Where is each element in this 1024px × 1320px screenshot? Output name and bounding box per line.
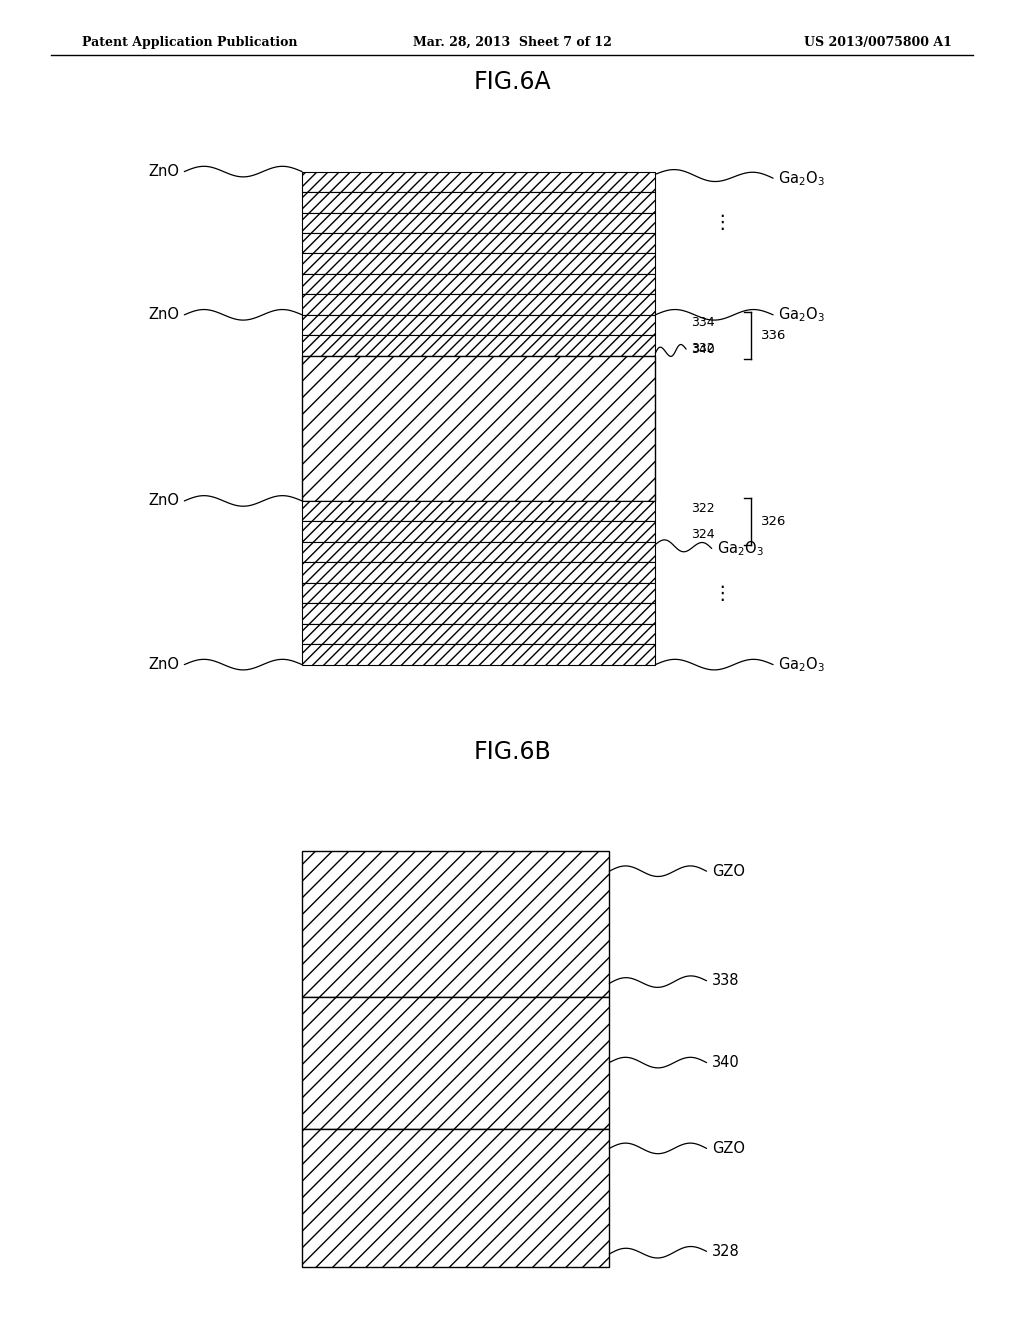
Text: GZO: GZO — [712, 1140, 744, 1156]
Text: 336: 336 — [761, 329, 786, 342]
Bar — [302, 355, 655, 500]
Text: ZnO: ZnO — [148, 494, 179, 508]
Bar — [302, 562, 655, 582]
Text: ⋮: ⋮ — [712, 214, 732, 232]
Text: ZnO: ZnO — [148, 164, 179, 180]
Text: 340: 340 — [712, 1055, 739, 1071]
Text: 328: 328 — [712, 1243, 739, 1259]
Text: GZO: GZO — [712, 863, 744, 879]
Text: Ga$_2$O$_3$: Ga$_2$O$_3$ — [778, 169, 825, 187]
Bar — [302, 213, 655, 232]
Text: FIG.6B: FIG.6B — [473, 741, 551, 764]
Text: US 2013/0075800 A1: US 2013/0075800 A1 — [805, 36, 952, 49]
Bar — [302, 623, 655, 644]
Text: 324: 324 — [691, 528, 715, 541]
Bar — [302, 997, 609, 1129]
Text: 322: 322 — [691, 502, 715, 515]
Bar — [302, 191, 655, 213]
Text: ZnO: ZnO — [148, 657, 179, 672]
Text: FIG.6A: FIG.6A — [473, 70, 551, 94]
Bar — [302, 582, 655, 603]
Bar — [302, 314, 655, 335]
Text: 340: 340 — [691, 343, 715, 355]
Text: ⋮: ⋮ — [712, 583, 732, 602]
Bar — [302, 500, 655, 521]
Text: ZnO: ZnO — [148, 308, 179, 322]
Bar — [302, 644, 655, 664]
Text: 332: 332 — [691, 342, 715, 355]
Bar — [302, 1129, 609, 1267]
Bar — [302, 172, 655, 191]
Text: Ga$_2$O$_3$: Ga$_2$O$_3$ — [717, 539, 764, 558]
Text: 338: 338 — [712, 973, 739, 989]
Text: Patent Application Publication: Patent Application Publication — [82, 36, 297, 49]
Text: Ga$_2$O$_3$: Ga$_2$O$_3$ — [778, 655, 825, 675]
Text: 326: 326 — [761, 515, 786, 528]
Text: Mar. 28, 2013  Sheet 7 of 12: Mar. 28, 2013 Sheet 7 of 12 — [413, 36, 611, 49]
Bar — [302, 335, 655, 355]
Bar — [302, 232, 655, 253]
Text: 334: 334 — [691, 315, 715, 329]
Bar — [302, 851, 609, 997]
Text: Ga$_2$O$_3$: Ga$_2$O$_3$ — [778, 305, 825, 325]
Bar — [302, 541, 655, 562]
Bar — [302, 521, 655, 541]
Bar — [302, 273, 655, 294]
Bar — [302, 253, 655, 273]
Bar — [302, 603, 655, 623]
Bar — [302, 294, 655, 314]
